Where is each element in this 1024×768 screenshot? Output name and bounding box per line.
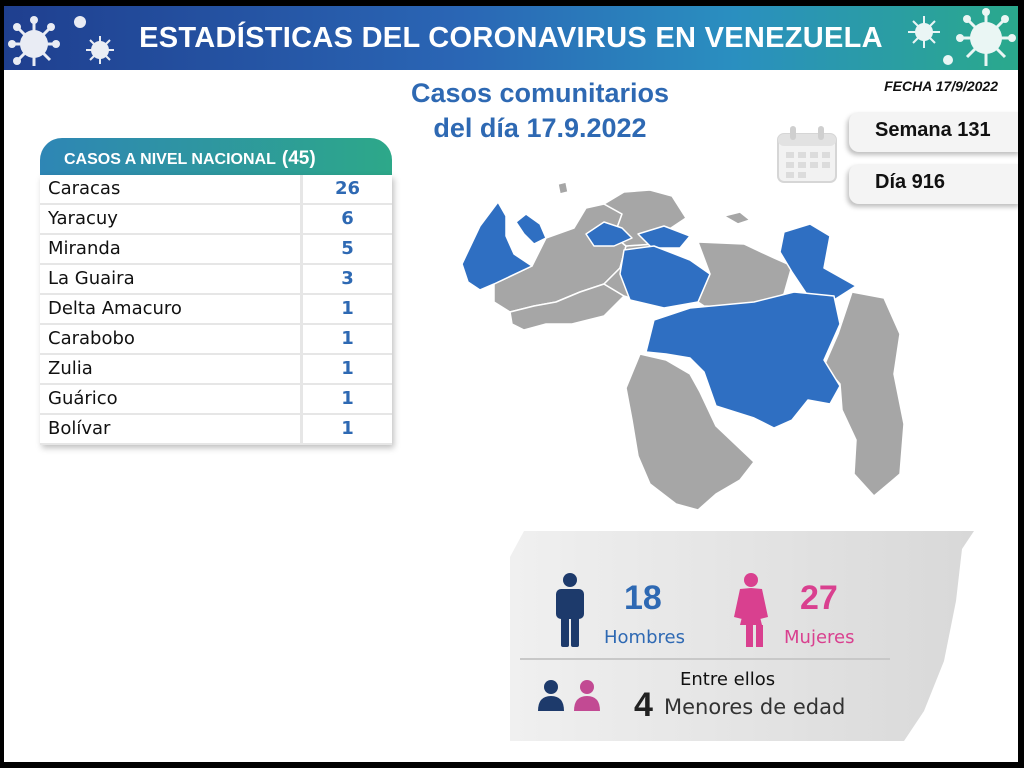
woman-icon — [734, 573, 768, 647]
minor-girl-icon — [574, 680, 600, 711]
table-title: CASOS A NIVEL NACIONAL — [64, 151, 276, 168]
state-cases: 1 — [341, 388, 354, 409]
map-region-andes — [509, 283, 625, 331]
headline: Casos comunitarios del día 17.9.2022 — [390, 76, 690, 146]
table-row: Delta Amacuro 1 — [40, 295, 392, 325]
map-region-amazonas — [625, 353, 755, 511]
week-label: Semana 131 — [875, 119, 991, 141]
map-state-falcon-east — [515, 213, 547, 245]
table-row: Bolívar 1 — [40, 415, 392, 445]
table-row: Yaracuy 6 — [40, 205, 392, 235]
minors-label: Menores de edad — [664, 695, 846, 719]
state-cases: 26 — [334, 178, 361, 199]
table-row: Caracas 26 — [40, 175, 392, 205]
cases-table: CASOS A NIVEL NACIONAL (45) Caracas 26 Yar… — [40, 138, 392, 445]
state-cases: 6 — [341, 208, 354, 229]
venezuela-map — [461, 181, 905, 511]
state-name: Zulia — [40, 355, 303, 383]
state-cases: 1 — [341, 328, 354, 349]
map-state-yaracuy-carabobo — [585, 221, 633, 247]
virus-icon-left — [8, 16, 114, 66]
state-cases: 1 — [341, 418, 354, 439]
virus-icon-right — [908, 8, 1016, 66]
day-badge: Día 916 — [849, 164, 1018, 204]
map-state-bolivar — [645, 291, 841, 429]
state-cases: 3 — [341, 268, 354, 289]
day-label: Día 916 — [875, 171, 946, 193]
table-row: Guárico 1 — [40, 385, 392, 415]
map-state-miranda — [637, 225, 691, 249]
table-total: (45) — [281, 148, 316, 169]
infographic: ESTADÍSTICAS DEL CORONAVIRUS EN VENEZUEL… — [4, 6, 1018, 762]
state-name: Miranda — [40, 235, 303, 263]
table-row: Miranda 5 — [40, 235, 392, 265]
week-badge: Semana 131 — [849, 112, 1018, 152]
map-state-delta — [779, 223, 857, 301]
minors-intro: Entre ellos — [680, 669, 776, 690]
map-island-small — [557, 181, 569, 195]
men-label: Hombres — [604, 627, 685, 648]
panel-background — [510, 531, 974, 741]
headline-line1: Casos comunitarios — [410, 78, 670, 108]
women-label: Mujeres — [784, 627, 855, 648]
banner-title: ESTADÍSTICAS DEL CORONAVIRUS EN VENEZUEL… — [139, 22, 883, 54]
calendar-icon — [777, 126, 837, 183]
state-name: Carabobo — [40, 325, 303, 353]
state-cases: 5 — [341, 238, 354, 259]
state-cases: 1 — [341, 298, 354, 319]
state-name: Guárico — [40, 385, 303, 413]
state-name: Yaracuy — [40, 205, 303, 233]
table-row: Carabobo 1 — [40, 325, 392, 355]
men-count: 18 — [624, 579, 662, 617]
table-row: Zulia 1 — [40, 355, 392, 385]
state-name: Bolívar — [40, 415, 303, 443]
state-cases: 1 — [341, 358, 354, 379]
minor-boy-icon — [538, 680, 564, 711]
table-header: CASOS A NIVEL NACIONAL (45) — [40, 138, 392, 175]
state-name: La Guaira — [40, 265, 303, 293]
map-island — [723, 211, 751, 225]
headline-line2: del día 17.9.2022 — [433, 113, 647, 143]
header-banner: ESTADÍSTICAS DEL CORONAVIRUS EN VENEZUEL… — [4, 6, 1018, 70]
date-label: FECHA 17/9/2022 — [884, 78, 998, 94]
minors-count: 4 — [634, 686, 653, 724]
map-state-zulia — [461, 201, 533, 291]
table-row: La Guaira 3 — [40, 265, 392, 295]
map-state-guarico — [619, 245, 711, 309]
state-name: Delta Amacuro — [40, 295, 303, 323]
demographics-panel: 18 Hombres 27 Mujeres Entre ellos 4 Meno… — [504, 531, 974, 741]
table-body: Caracas 26 Yaracuy 6 Miranda 5 La Guaira 3 D… — [40, 175, 392, 445]
man-icon — [556, 573, 584, 647]
women-count: 27 — [800, 579, 838, 617]
state-name: Caracas — [40, 175, 303, 203]
